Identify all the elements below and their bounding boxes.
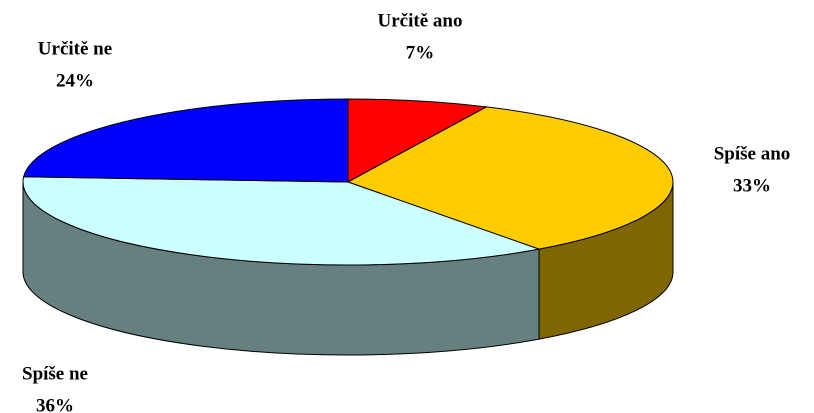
value-label: 33% bbox=[733, 175, 771, 196]
slice-label: Určitě ano bbox=[378, 10, 463, 31]
slice bbox=[346, 106, 674, 250]
slice bbox=[22, 176, 541, 266]
slice-label: Spíše ne bbox=[22, 363, 88, 384]
slice bbox=[23, 98, 349, 183]
value-label: 36% bbox=[36, 395, 74, 413]
value-label: 7% bbox=[406, 42, 435, 63]
slice bbox=[347, 98, 488, 183]
value-label: 24% bbox=[56, 70, 94, 91]
slice-label: Určitě ne bbox=[38, 38, 112, 59]
slice-label: Spíše ano bbox=[714, 143, 791, 164]
